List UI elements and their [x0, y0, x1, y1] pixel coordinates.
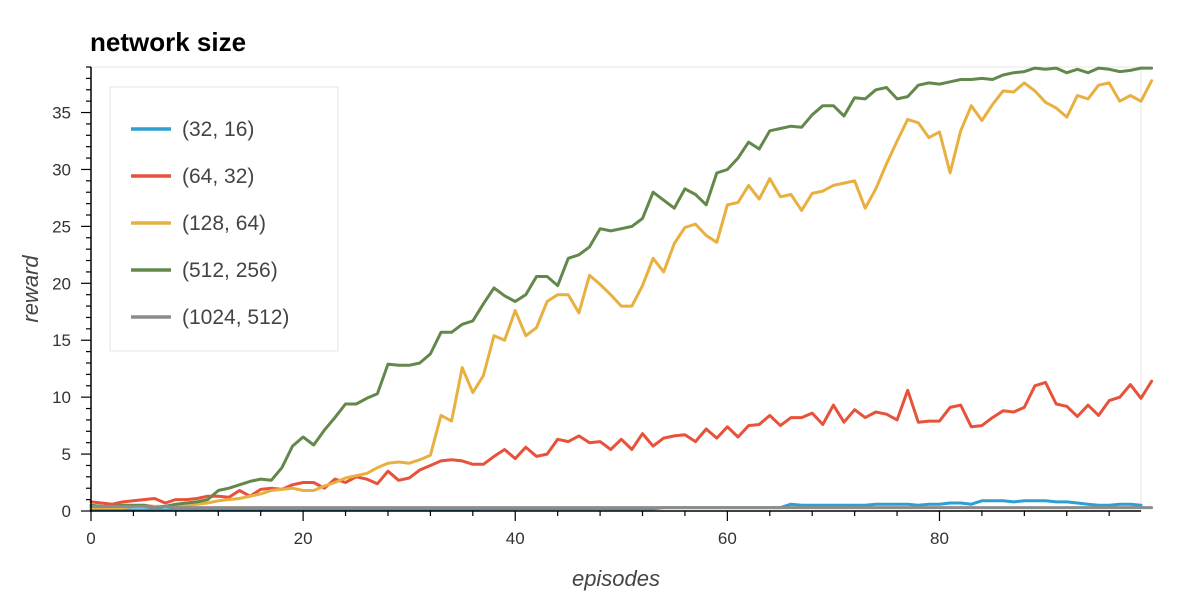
x-axis-label: episodes	[572, 566, 660, 591]
series-line-4	[89, 504, 1154, 510]
y-tick-label: 15	[52, 331, 71, 350]
series-line-3	[89, 66, 1154, 510]
series-line-1	[89, 379, 1154, 506]
y-tick-label: 30	[52, 160, 71, 179]
y-tick-label: 10	[52, 388, 71, 407]
y-tick-label: 25	[52, 217, 71, 236]
y-tick-label: 35	[52, 104, 71, 123]
y-axis-label: reward	[18, 255, 43, 323]
legend-box	[109, 86, 339, 352]
legend: (32, 16) (64, 32) (128, 64) (512, 256) (1024…	[109, 86, 339, 352]
x-tick-label: 40	[506, 529, 525, 548]
y-tick-label: 5	[62, 445, 71, 464]
legend-label-3: (512, 256)	[182, 259, 278, 282]
chart-title: network size	[90, 27, 246, 57]
legend-label-4: (1024, 512)	[182, 306, 289, 329]
axis-layer: 0 20 40 60 80 0 5 10 15 20 25 30 35	[52, 66, 1141, 548]
y-tick-label: 0	[62, 502, 71, 521]
legend-label-0: (32, 16)	[182, 118, 254, 141]
x-tick-label: 20	[294, 529, 313, 548]
x-tick-label: 0	[86, 529, 95, 548]
legend-label-2: (128, 64)	[182, 212, 266, 235]
series-line-2	[89, 79, 1154, 510]
y-tick-label: 20	[52, 274, 71, 293]
x-tick-label: 60	[718, 529, 737, 548]
x-tick-label: 80	[930, 529, 949, 548]
series-layer	[89, 66, 1154, 512]
legend-label-1: (64, 32)	[182, 165, 254, 188]
